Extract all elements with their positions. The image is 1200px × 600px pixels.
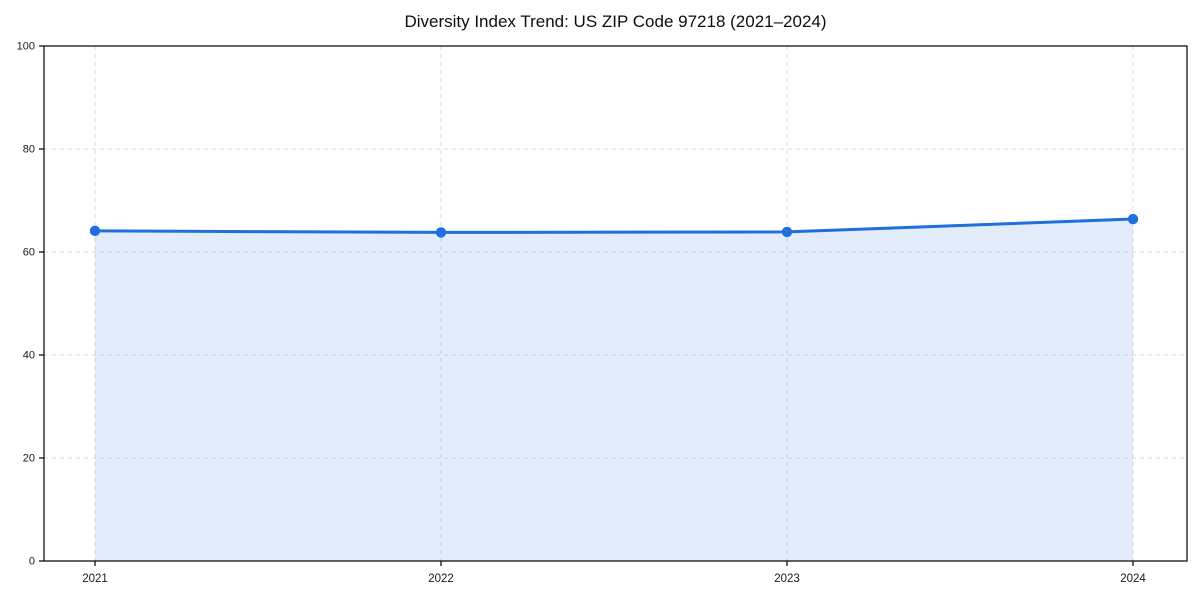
y-axis-tick-label: 80 — [23, 144, 35, 156]
y-axis-tick-label: 20 — [23, 453, 35, 465]
area-fill — [95, 219, 1133, 562]
y-axis-tick-label: 0 — [29, 556, 35, 568]
trend-line — [93, 217, 1135, 234]
x-axis-tick-label: 2021 — [82, 573, 108, 585]
y-axis-tick-label: 40 — [23, 350, 35, 362]
data-point-2023 — [781, 226, 793, 238]
x-axis-tick-label: 2023 — [774, 573, 800, 585]
y-axis-tick-label: 100 — [17, 41, 35, 53]
y-axis-tick-label: 60 — [23, 247, 35, 259]
data-point-2024 — [1127, 213, 1139, 225]
x-axis-tick-label: 2022 — [428, 573, 454, 585]
data-point-2022 — [435, 227, 447, 238]
data-point-2021 — [89, 225, 101, 237]
x-axis-tick-label: 2024 — [1120, 573, 1146, 585]
chart-title: Diversity Index Trend: US ZIP Code 97218… — [404, 12, 827, 31]
plot-border — [43, 45, 1188, 562]
